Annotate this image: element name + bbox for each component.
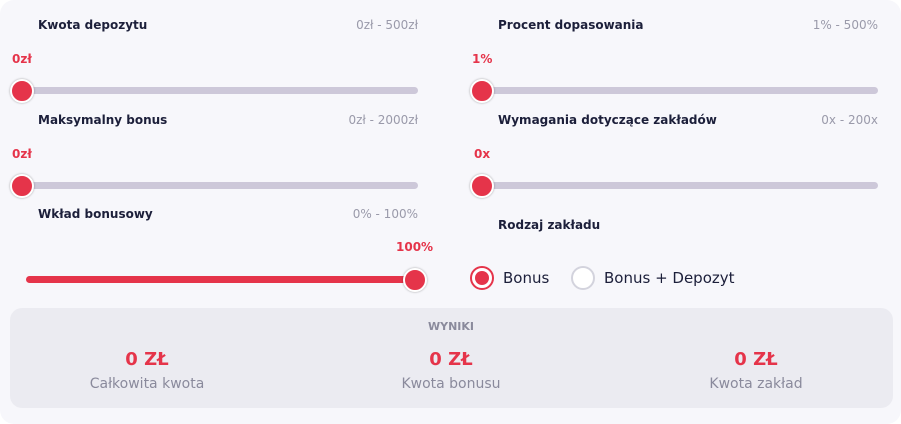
result-label: Kwota zakład — [709, 376, 803, 392]
radio-label[interactable]: Bonus — [503, 269, 550, 287]
radio-label[interactable]: Bonus + Depozyt — [604, 269, 735, 287]
result-value: 0 ZŁ — [734, 349, 778, 370]
result-label: Kwota bonusu — [401, 376, 501, 392]
slider-range: 0zł - 2000zł — [348, 113, 418, 127]
bet-type-label: Rodzaj zakładu — [498, 218, 601, 232]
slider-track[interactable] — [482, 182, 878, 189]
slider-track[interactable] — [22, 182, 418, 189]
slider-value: 1% — [472, 52, 493, 66]
slider-thumb[interactable] — [470, 79, 494, 103]
slider-range: 0zł - 500zł — [356, 18, 418, 32]
slider-label: Wkład bonusowy — [38, 207, 153, 221]
slider-track[interactable] — [482, 87, 878, 94]
slider-value: 0zł — [12, 52, 32, 66]
slider-thumb[interactable] — [10, 79, 34, 103]
result-value: 0 ZŁ — [429, 349, 473, 370]
slider-value: 0x — [474, 147, 491, 161]
radio[interactable] — [470, 266, 494, 290]
slider-track[interactable] — [22, 87, 418, 94]
results-panel: WYNIKI 0 ZŁ Całkowita kwota 0 ZŁ Kwota b… — [10, 308, 893, 408]
result-label: Całkowita kwota — [89, 376, 205, 392]
results-title: WYNIKI — [427, 320, 475, 333]
slider-label: Procent dopasowania — [498, 18, 644, 32]
slider-thumb[interactable] — [403, 268, 427, 292]
slider-label: Wymagania dotyczące zakładów — [498, 113, 717, 127]
slider-track[interactable] — [26, 276, 418, 283]
slider-range: 0x - 200x — [821, 113, 878, 127]
slider-value: 0zł — [12, 147, 32, 161]
slider-range: 1% - 500% — [812, 18, 878, 32]
radio[interactable] — [571, 266, 595, 290]
slider-label: Maksymalny bonus — [38, 113, 168, 127]
slider-value: 100% — [396, 240, 434, 254]
slider-label: Kwota depozytu — [38, 18, 148, 32]
result-value: 0 ZŁ — [125, 349, 169, 370]
slider-range: 0% - 100% — [352, 207, 418, 221]
slider-thumb[interactable] — [470, 174, 494, 198]
slider-thumb[interactable] — [10, 174, 34, 198]
